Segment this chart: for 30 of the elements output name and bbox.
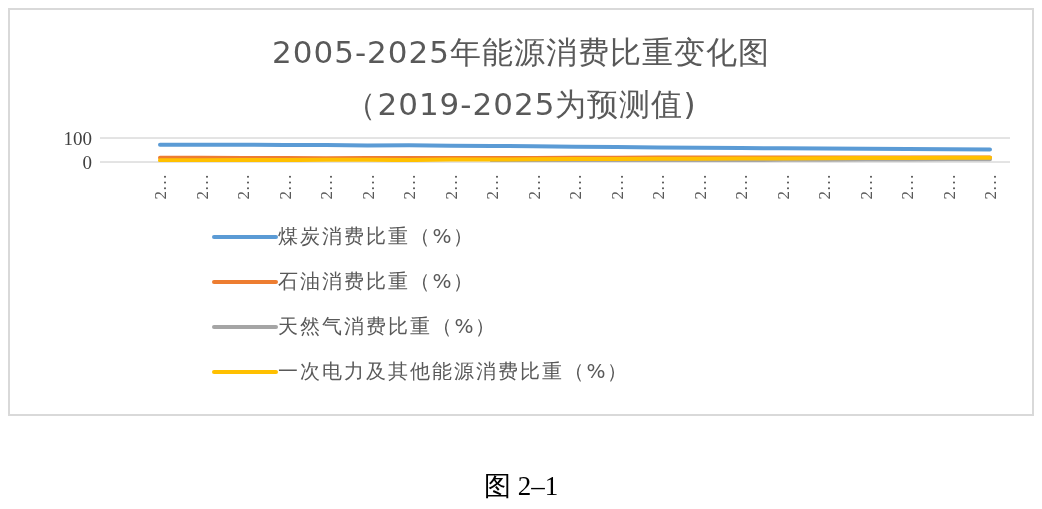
chart-subtitle: （2019-2025为预测值) [344, 85, 698, 124]
x-tick-label: 2… [400, 174, 419, 200]
x-tick-label: 2… [275, 174, 295, 200]
x-tick-label: 2… [524, 174, 544, 200]
x-tick-label: 2… [607, 174, 627, 200]
x-tick-label: 2… [441, 174, 461, 200]
x-tick-label: 2… [151, 174, 170, 200]
x-tick-label: 2… [358, 174, 378, 200]
x-tick-label: 2… [566, 174, 585, 200]
x-tick-label: 2… [483, 174, 502, 200]
legend-label: 石油消费比重（%） [278, 268, 476, 295]
legend-label: 一次电力及其他能源消费比重（%） [278, 358, 630, 385]
legend-label: 天然气消费比重（%） [278, 313, 498, 340]
x-tick-label: 2… [732, 174, 751, 200]
x-tick-label: 2… [234, 174, 253, 200]
x-tick-label: 2… [898, 174, 917, 200]
caption: 图 2–1 [482, 470, 560, 503]
x-tick-label: 2… [773, 174, 793, 200]
x-tick-label: 2… [690, 174, 710, 200]
legend-label: 煤炭消费比重（%） [278, 223, 476, 250]
x-tick-label: 2… [939, 174, 959, 200]
x-tick-label: 2… [815, 174, 834, 200]
y-tick-label: 100 [63, 127, 92, 149]
y-tick-label: 0 [82, 151, 92, 173]
x-tick-label: 2… [649, 174, 668, 200]
x-tick-label: 2… [981, 174, 1000, 200]
x-tick-label: 2… [856, 174, 876, 200]
x-tick-label: 2… [192, 174, 212, 200]
chart-title: 2005-2025年能源消费比重变化图 [271, 33, 771, 72]
x-tick-label: 2… [317, 174, 336, 200]
